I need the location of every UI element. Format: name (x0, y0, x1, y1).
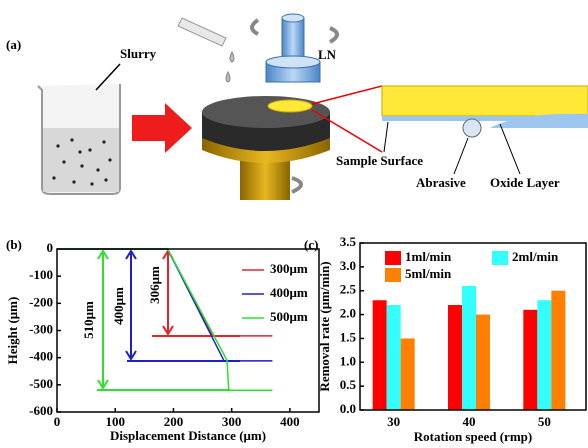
depth-annotation: 400μm (111, 287, 126, 325)
plot-frame (359, 242, 587, 411)
y-tick-label: -500 (29, 376, 53, 391)
x-tick-label: 0 (54, 414, 61, 429)
plot-frame (56, 248, 320, 413)
x-tick-label: 200 (164, 414, 184, 429)
legend-swatch (385, 251, 401, 265)
depth-annotation: 306μm (147, 266, 162, 304)
legend-label: 500μm (270, 309, 308, 324)
bar (551, 290, 566, 410)
legend-swatch (492, 251, 508, 265)
bar (448, 305, 462, 410)
y-tick-label: 3.0 (340, 258, 356, 273)
y-tick-label: 2.0 (340, 306, 356, 321)
x-tick-label: 40 (463, 414, 476, 429)
panel-label: (a) (6, 37, 21, 52)
legend-label: 2ml/min (512, 249, 559, 264)
oxide-layer-label: Oxide Layer (490, 175, 560, 190)
y-tick-label: -300 (29, 321, 53, 336)
y-tick-label: 0.5 (340, 377, 357, 392)
bar (386, 305, 401, 410)
y-tick-label: -200 (29, 294, 53, 309)
x-tick-label: 50 (538, 414, 551, 429)
legend-label: 1ml/min (405, 249, 452, 264)
depth-annotation: 510μm (81, 301, 96, 339)
y-tick-label: 1.0 (340, 353, 356, 368)
legend-swatch (385, 268, 401, 282)
x-tick-label: 300 (222, 414, 242, 429)
y-tick-label: -100 (29, 267, 53, 282)
diagram: (a) Slurry LN Sa (6, 13, 588, 200)
slurry-label: Slurry (120, 46, 157, 61)
legend-label: 400μm (270, 285, 308, 300)
sample-surface-label: Sample Surface (336, 153, 423, 168)
y-tick-label: 2.5 (340, 282, 357, 297)
y-axis-label: Removal rate (μm/min) (317, 261, 332, 391)
y-tick-label: 3.5 (340, 234, 357, 249)
bar (400, 338, 415, 410)
bar (476, 314, 490, 410)
x-axis-label: Displacement Distance (μm) (110, 428, 266, 443)
bar (523, 309, 538, 410)
x-tick-label: 100 (105, 414, 125, 429)
x-tick-label: 400 (280, 414, 300, 429)
ln-label: LN (318, 47, 337, 62)
panel-label: (b) (6, 237, 22, 252)
x-axis-label: Rotation speed (rmp) (414, 429, 532, 444)
legend-label: 300μm (270, 261, 308, 276)
bar (537, 300, 552, 410)
bar (372, 300, 387, 410)
depth-arrows (97, 249, 240, 391)
y-tick-label: -600 (29, 403, 53, 418)
y-tick-label: 1.5 (340, 329, 357, 344)
panel-label: (c) (304, 237, 318, 252)
bar (462, 285, 476, 410)
y-tick-label: 0 (47, 240, 54, 255)
y-tick-label: 0.0 (340, 401, 356, 416)
x-tick-label: 30 (387, 414, 400, 429)
y-tick-label: -400 (29, 349, 53, 364)
abrasive-label: Abrasive (416, 175, 466, 190)
legend-label: 5ml/min (405, 266, 452, 281)
y-axis-label: Height (μm) (5, 297, 20, 365)
